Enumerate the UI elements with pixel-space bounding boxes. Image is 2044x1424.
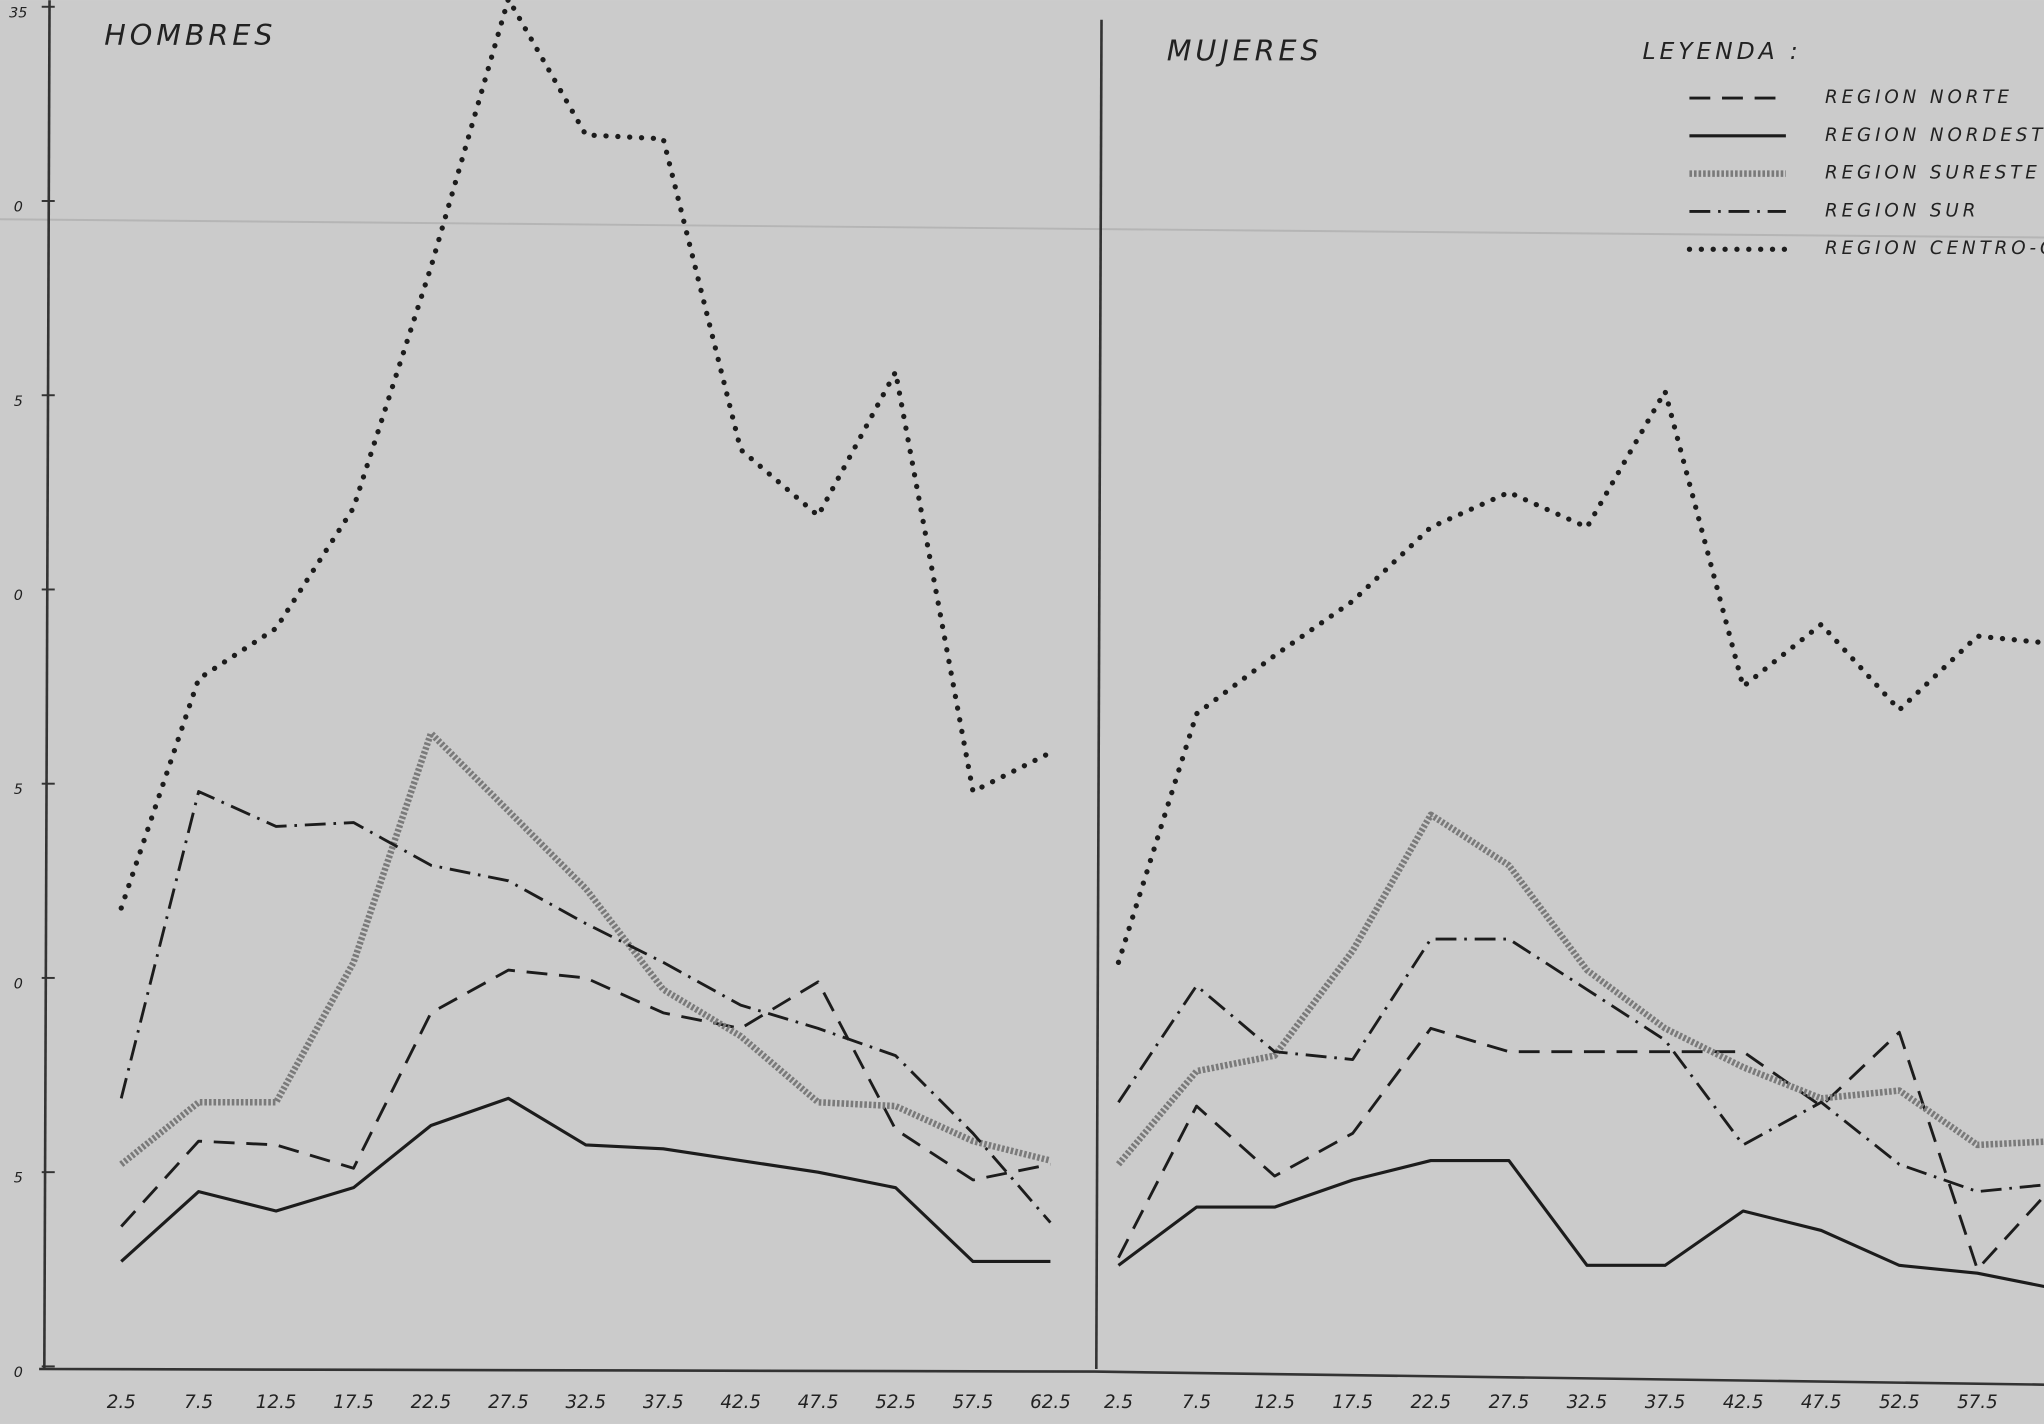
y-tick-label: 0	[14, 200, 23, 216]
x-tick-label: 22.5	[1410, 1392, 1451, 1413]
chart: HOMBRES MUJERES LEYENDA : REGION NORTE RE…	[0, 0, 2044, 1424]
x-tick-label: 12.5	[256, 1392, 297, 1413]
x-tick-label: 42.5	[1723, 1392, 1764, 1413]
chart-title: MUJERES	[1167, 33, 1323, 67]
x-tick-label: 7.5	[1182, 1392, 1211, 1413]
x-tick-label: 2.5	[107, 1392, 136, 1413]
y-tick-label: 5	[14, 394, 23, 410]
y-tick-label: 0	[14, 976, 23, 992]
y-tick-label: 5	[14, 1171, 23, 1187]
x-tick-label: 62.5	[1030, 1392, 1071, 1413]
x-tick-label: 47.5	[1801, 1392, 1842, 1413]
legend-title: LEYENDA :	[1643, 37, 1802, 65]
legend-label: REGION NORTE	[1825, 87, 2013, 108]
x-tick-label: 12.5	[1254, 1392, 1295, 1413]
paper	[0, 0, 2044, 1424]
x-tick-label: 32.5	[566, 1392, 607, 1413]
legend-label: REGION SUR	[1825, 200, 1979, 221]
x-tick-label: 27.5	[1489, 1392, 1530, 1413]
legend-label: REGION SURESTE	[1825, 163, 2041, 184]
chart-title: HOMBRES	[104, 18, 276, 52]
x-tick-label: 57.5	[953, 1392, 994, 1413]
x-tick-label: 57.5	[1957, 1392, 1998, 1413]
x-tick-label: 27.5	[488, 1392, 529, 1413]
x-tick-label: 2.5	[1104, 1392, 1133, 1413]
page: HOMBRES MUJERES LEYENDA : REGION NORTE RE…	[0, 0, 2044, 1424]
legend-label: REGION CENTRO-OESTE	[1825, 238, 2044, 259]
y-tick-label: 5	[14, 782, 23, 798]
x-tick-label: 7.5	[184, 1392, 213, 1413]
x-tick-label: 32.5	[1567, 1392, 1608, 1413]
x-tick-label: 17.5	[1332, 1392, 1373, 1413]
x-tick-label: 52.5	[1879, 1392, 1920, 1413]
x-tick-label: 22.5	[411, 1392, 452, 1413]
x-tick-label: 37.5	[1645, 1392, 1686, 1413]
x-tick-label: 42.5	[720, 1392, 761, 1413]
y-tick-label: 35	[9, 5, 27, 21]
x-tick-label: 52.5	[875, 1392, 916, 1413]
x-tick-label: 47.5	[798, 1392, 839, 1413]
y-tick-label: 0	[14, 588, 23, 604]
y-tick-label: 0	[14, 1365, 23, 1381]
x-tick-label: 37.5	[643, 1392, 684, 1413]
legend-label: REGION NORDESTE	[1825, 125, 2044, 146]
x-tick-label: 17.5	[333, 1392, 374, 1413]
